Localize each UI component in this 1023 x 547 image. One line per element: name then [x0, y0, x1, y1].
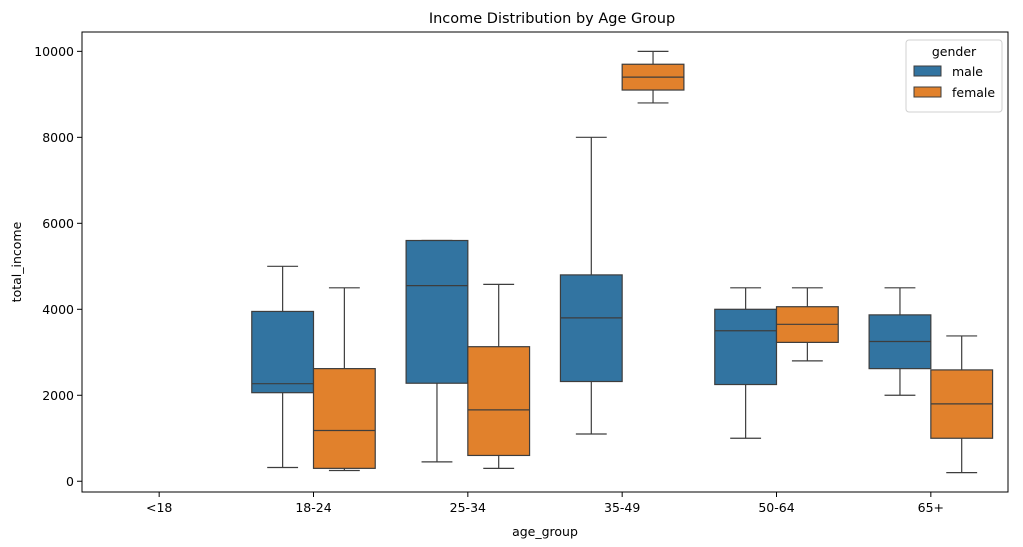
box-body — [559, 274, 623, 383]
legend-swatch-female — [913, 86, 942, 98]
x-axis-label: age_group — [512, 524, 578, 539]
box-body — [714, 308, 778, 386]
boxes-layer — [251, 50, 994, 474]
x-tick-label: <18 — [146, 500, 172, 515]
y-tick-label: 2000 — [42, 388, 74, 403]
box-male-50-64 — [714, 287, 778, 439]
box-male-65- — [868, 287, 932, 396]
box-male-25-34 — [405, 239, 469, 463]
box-body — [467, 346, 531, 457]
y-tick-label: 4000 — [42, 302, 74, 317]
box-female-25-34 — [467, 283, 531, 469]
box-female-35-49 — [621, 50, 685, 104]
legend: gender male female — [905, 39, 1003, 113]
box-body — [251, 310, 315, 394]
y-tick-label: 6000 — [42, 216, 74, 231]
x-tick-label: 50-64 — [758, 500, 794, 515]
box-male-18-24 — [251, 265, 315, 469]
legend-entry-female: female — [952, 85, 995, 100]
box-body — [405, 239, 469, 384]
legend-entry-male: male — [952, 64, 983, 79]
x-tick-label: 18-24 — [295, 500, 331, 515]
box-female-50-64 — [775, 287, 839, 362]
axes-layer: 0 2000 4000 6000 8000 10000 <18 18-24 25-34 35-49… — [34, 31, 1009, 515]
legend-swatch-male — [913, 65, 942, 77]
box-male-35-49 — [559, 136, 623, 435]
y-axis-label: total_income — [9, 221, 24, 302]
y-tick-label: 10000 — [34, 44, 74, 59]
legend-title: gender — [932, 44, 977, 59]
plot-frame — [81, 31, 1009, 493]
x-tick-label: 65+ — [918, 500, 944, 515]
x-tick-label: 25-34 — [450, 500, 486, 515]
box-body — [312, 368, 376, 469]
box-female-18-24 — [312, 287, 376, 472]
box-female-65- — [930, 335, 994, 474]
chart-title: Income Distribution by Age Group — [429, 11, 675, 27]
y-tick-label: 8000 — [42, 130, 74, 145]
x-tick-label: 35-49 — [604, 500, 640, 515]
y-tick-label: 0 — [66, 474, 74, 489]
